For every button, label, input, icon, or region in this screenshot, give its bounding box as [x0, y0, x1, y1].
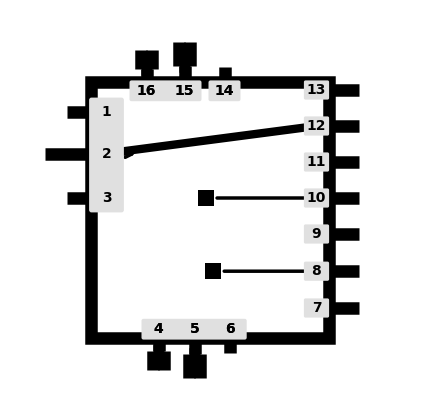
- FancyBboxPatch shape: [304, 188, 329, 208]
- Text: 1: 1: [102, 105, 111, 119]
- Text: 16: 16: [137, 84, 156, 98]
- Text: 10: 10: [307, 191, 326, 205]
- Text: 13: 13: [307, 83, 326, 97]
- Bar: [91, 82, 329, 338]
- FancyBboxPatch shape: [304, 298, 329, 318]
- FancyBboxPatch shape: [181, 320, 208, 339]
- FancyBboxPatch shape: [216, 320, 243, 339]
- Text: 5: 5: [190, 322, 199, 336]
- FancyBboxPatch shape: [304, 116, 329, 136]
- Text: 3: 3: [102, 191, 111, 205]
- Text: 2: 2: [102, 147, 111, 161]
- Text: 14: 14: [215, 84, 234, 98]
- Text: 15: 15: [175, 84, 194, 98]
- Text: 6: 6: [225, 322, 235, 336]
- FancyBboxPatch shape: [130, 80, 201, 101]
- Text: 14: 14: [215, 84, 234, 98]
- Text: 7: 7: [312, 301, 321, 315]
- Bar: [198, 190, 214, 206]
- Bar: [205, 263, 221, 279]
- Text: 9: 9: [312, 227, 321, 241]
- Text: 5: 5: [190, 322, 199, 336]
- FancyBboxPatch shape: [304, 80, 329, 100]
- FancyBboxPatch shape: [133, 81, 160, 100]
- FancyBboxPatch shape: [211, 81, 238, 100]
- FancyBboxPatch shape: [209, 80, 241, 101]
- Text: 8: 8: [312, 264, 321, 278]
- Text: 4: 4: [153, 322, 163, 336]
- Text: 4: 4: [153, 322, 163, 336]
- Text: 16: 16: [137, 84, 156, 98]
- FancyBboxPatch shape: [89, 98, 124, 212]
- FancyBboxPatch shape: [171, 81, 198, 100]
- FancyBboxPatch shape: [142, 319, 246, 340]
- FancyBboxPatch shape: [145, 320, 172, 339]
- FancyBboxPatch shape: [304, 224, 329, 244]
- FancyBboxPatch shape: [304, 262, 329, 281]
- Text: 15: 15: [175, 84, 194, 98]
- Text: 6: 6: [225, 322, 235, 336]
- Text: 12: 12: [307, 119, 326, 133]
- Text: 11: 11: [307, 155, 326, 169]
- FancyBboxPatch shape: [304, 152, 329, 172]
